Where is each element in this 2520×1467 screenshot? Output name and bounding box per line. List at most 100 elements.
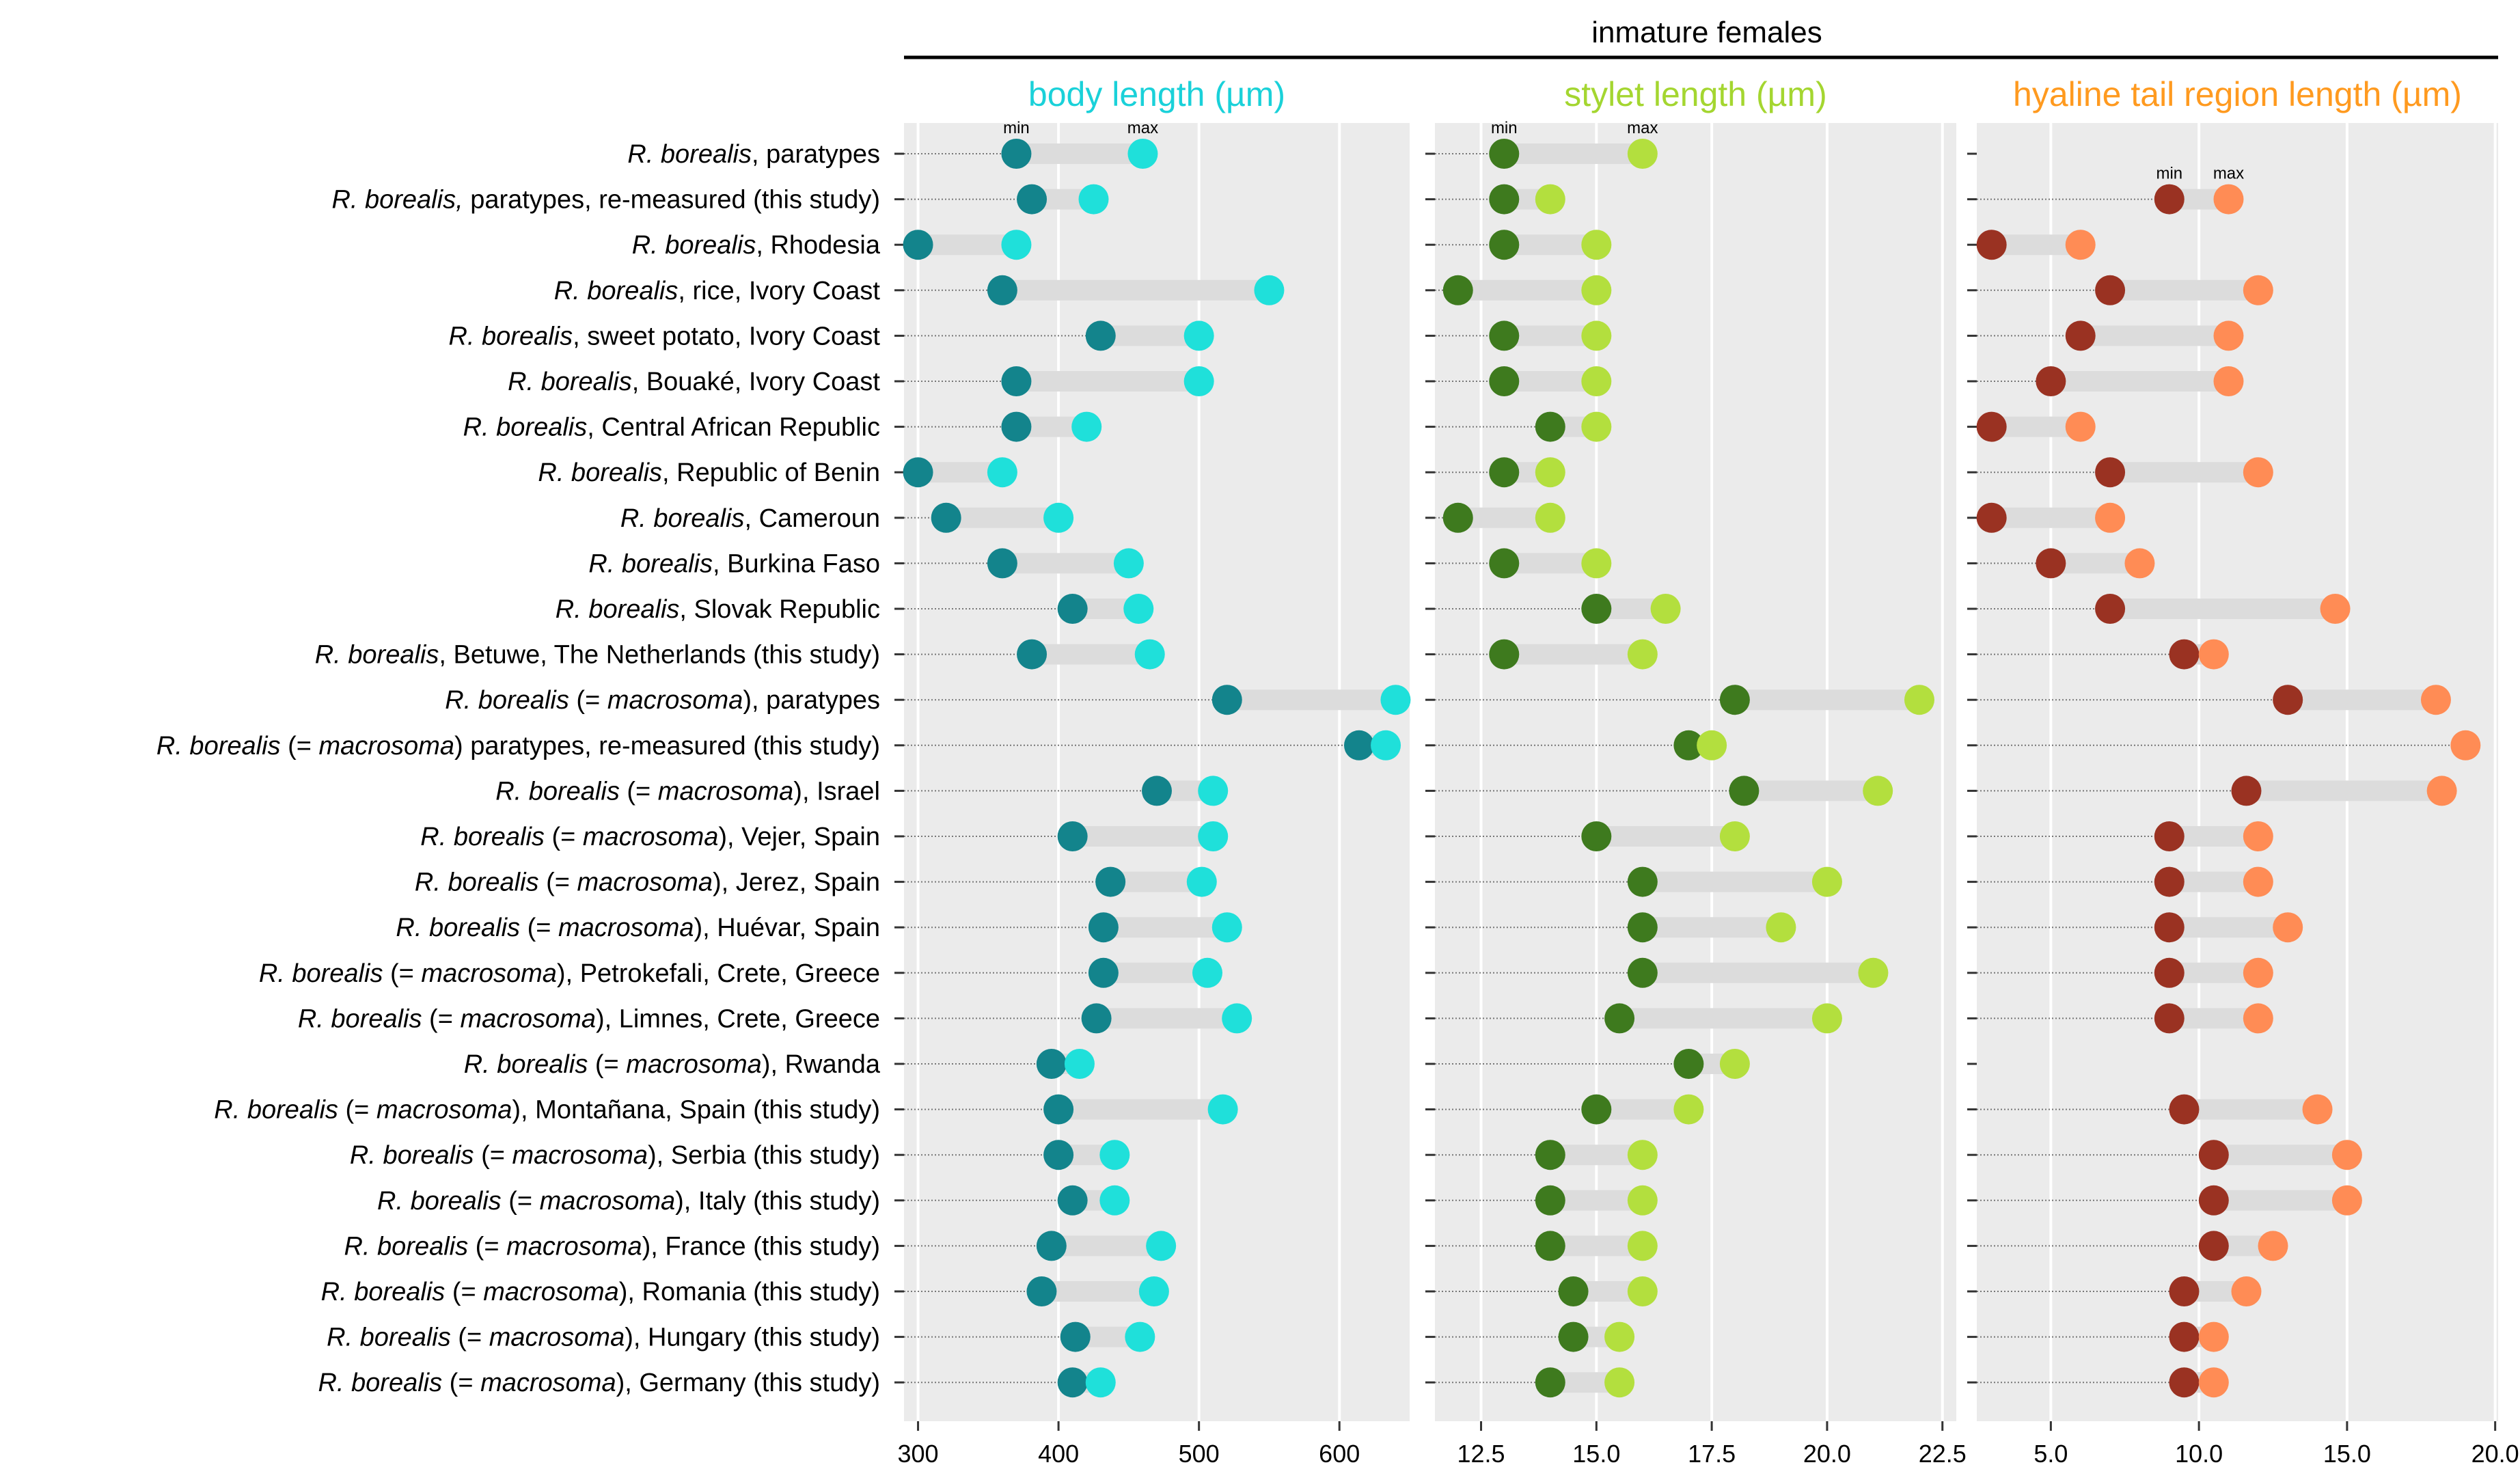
- min-point: [1057, 821, 1088, 851]
- min-point: [1057, 1185, 1088, 1216]
- min-point: [2169, 1321, 2200, 1352]
- row-label: R. borealis (= macrosoma), Huévar, Spain: [396, 914, 880, 942]
- panel-3: hyaline tail region length (µm) min max 5.0…: [1967, 75, 2519, 1467]
- row-labels: R. borealis, paratypes R. borealis, parat…: [156, 140, 881, 1397]
- max-point: [1627, 1185, 1658, 1216]
- max-point: [1127, 139, 1158, 169]
- min-point: [1489, 230, 1520, 260]
- min-point: [1057, 1367, 1088, 1398]
- min-point: [2154, 184, 2185, 215]
- axis-tick-label: 300: [898, 1440, 939, 1467]
- row-label: R. borealis (= macrosoma), paratypes: [445, 686, 880, 715]
- min-point: [2198, 1185, 2229, 1216]
- max-point: [1719, 1049, 1750, 1079]
- min-point: [1043, 1140, 1074, 1170]
- min-point: [2169, 1094, 2200, 1125]
- legend-max-label: max: [2213, 165, 2244, 183]
- max-point: [1535, 502, 1565, 533]
- max-point: [1581, 320, 1612, 351]
- min-point: [1535, 1185, 1565, 1216]
- min-point: [2065, 320, 2096, 351]
- axis-tick-label: 15.0: [2323, 1440, 2371, 1467]
- row-label: R. borealis, paratypes, re-measured (thi…: [331, 186, 880, 215]
- row-label: R. borealis, Cameroun: [620, 504, 880, 533]
- min-point: [1088, 957, 1119, 988]
- row-label: R. borealis, Republic of Benin: [538, 458, 880, 487]
- max-point: [1604, 1321, 1635, 1352]
- panel-1: body length (µm) min max 300 400 500 600: [894, 75, 1411, 1467]
- min-point: [1976, 411, 2007, 442]
- row-label: R. borealis (= macrosoma), Hungary (this…: [327, 1324, 880, 1352]
- min-point: [1017, 639, 1047, 670]
- max-point: [1211, 912, 1242, 943]
- max-point: [2231, 1276, 2262, 1306]
- min-point: [1581, 821, 1612, 851]
- max-point: [1186, 866, 1217, 897]
- max-point: [2065, 230, 2096, 260]
- max-point: [2213, 184, 2244, 215]
- min-point: [1729, 776, 1759, 806]
- max-point: [2243, 1003, 2273, 1034]
- min-point: [903, 230, 933, 260]
- axis-tick-label: 20.0: [1803, 1440, 1851, 1467]
- max-point: [2095, 502, 2126, 533]
- row-label: R. borealis (= macrosoma), Italy (this s…: [377, 1187, 880, 1216]
- min-point: [2154, 821, 2185, 851]
- max-point: [1627, 1276, 1658, 1306]
- min-point: [1211, 685, 1242, 715]
- min-point: [1489, 139, 1520, 169]
- row-label: R. borealis, sweet potato, Ivory Coast: [448, 322, 880, 351]
- max-point: [1207, 1094, 1238, 1125]
- max-point: [1134, 639, 1165, 670]
- panel-title: stylet length (µm): [1564, 75, 1826, 113]
- row-label: R. borealis (= macrosoma), Limnes, Crete…: [298, 1004, 880, 1033]
- max-point: [1222, 1003, 1252, 1034]
- max-point: [2065, 411, 2096, 442]
- row-label: R. borealis, Slovak Republic: [556, 595, 880, 624]
- max-point: [1627, 1140, 1658, 1170]
- max-point: [1254, 275, 1285, 305]
- max-point: [2331, 1140, 2362, 1170]
- row-label: R. borealis, Central African Republic: [463, 413, 880, 442]
- panels: body length (µm) min max 300 400 500 600 stylet…: [894, 75, 2519, 1467]
- row-label: R. borealis, Rhodesia: [632, 231, 881, 260]
- min-point: [1489, 457, 1520, 488]
- max-point: [2331, 1185, 2362, 1216]
- min-point: [1535, 411, 1565, 442]
- min-point: [1535, 1367, 1565, 1398]
- header-title: inmature females: [1591, 16, 1822, 49]
- min-point: [1673, 1049, 1704, 1079]
- min-point: [2095, 457, 2126, 488]
- max-point: [1123, 594, 1154, 624]
- max-point: [1125, 1321, 1155, 1352]
- min-point: [1535, 1140, 1565, 1170]
- legend-min-label: min: [2156, 165, 2182, 183]
- max-point: [2243, 275, 2273, 305]
- min-point: [1001, 411, 1032, 442]
- axis-tick-label: 12.5: [1457, 1440, 1505, 1467]
- min-point: [2169, 1276, 2200, 1306]
- min-point: [903, 457, 933, 488]
- max-point: [1719, 821, 1750, 851]
- max-point: [1604, 1367, 1635, 1398]
- max-point: [1673, 1094, 1704, 1125]
- max-point: [1627, 139, 1658, 169]
- max-point: [1904, 685, 1934, 715]
- row-label: R. borealis (= macrosoma), Rwanda: [464, 1050, 881, 1079]
- min-point: [1057, 594, 1088, 624]
- row-label: R. borealis, paratypes: [627, 140, 880, 169]
- min-point: [1095, 866, 1126, 897]
- max-point: [1071, 411, 1102, 442]
- min-point: [1489, 366, 1520, 396]
- max-point: [2258, 1231, 2288, 1261]
- max-point: [1064, 1049, 1095, 1079]
- max-point: [1043, 502, 1074, 533]
- min-point: [2198, 1231, 2229, 1261]
- max-point: [1138, 1276, 1169, 1306]
- min-point: [2169, 639, 2200, 670]
- min-point: [2154, 912, 2185, 943]
- max-point: [1078, 184, 1109, 215]
- max-point: [1183, 320, 1214, 351]
- max-point: [2243, 866, 2273, 897]
- min-point: [1627, 866, 1658, 897]
